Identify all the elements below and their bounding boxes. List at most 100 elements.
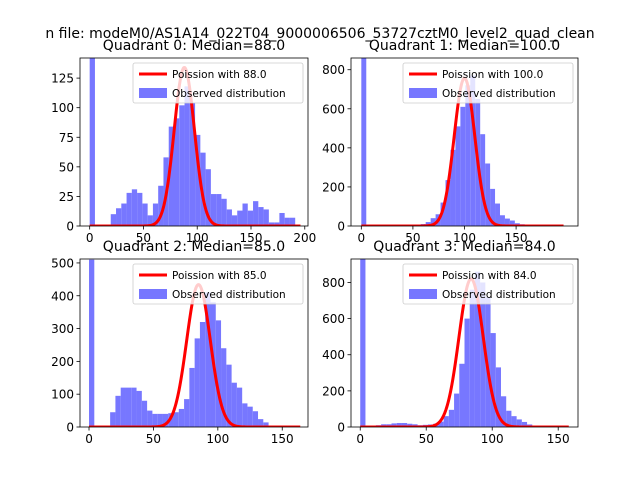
plot-area bbox=[360, 58, 565, 226]
chart-title: Quadrant 1: Median=100.0 bbox=[369, 38, 560, 54]
legend-hist-label: Observed distribution bbox=[442, 289, 556, 301]
histogram-bar bbox=[173, 412, 179, 427]
legend-line-label: Poission with 84.0 bbox=[442, 270, 537, 282]
histogram-bar bbox=[455, 126, 461, 226]
histogram-bar bbox=[205, 292, 211, 427]
histogram-bar bbox=[247, 210, 254, 226]
legend-box bbox=[132, 263, 304, 305]
legend: Poission with 100.0 Observed distribution bbox=[402, 62, 574, 104]
histogram-bar bbox=[189, 102, 196, 226]
histogram-bar bbox=[89, 58, 95, 226]
histogram-bar bbox=[184, 86, 190, 226]
histogram-bar bbox=[500, 396, 507, 427]
chart-quadrant-2: 0 50 100 150 0 100 200 300 400 500 Quadrant 2: Med… bbox=[51, 239, 309, 446]
histogram-bar bbox=[506, 410, 512, 427]
histogram-bar bbox=[516, 419, 522, 427]
histogram-bar bbox=[480, 134, 486, 226]
x-tick-label: 0 bbox=[356, 432, 364, 446]
axes-frame bbox=[79, 258, 309, 428]
x-tick-label: 150 bbox=[547, 432, 570, 446]
histogram-bar bbox=[391, 423, 397, 427]
chart-quadrant-3: 0 50 100 150 0 200 400 600 800 Quadrant 3: Median… bbox=[322, 239, 579, 446]
x-tick-label: 50 bbox=[419, 432, 434, 446]
histogram-bar bbox=[242, 203, 248, 226]
histogram-bar bbox=[438, 421, 444, 427]
histogram-bar bbox=[284, 217, 290, 226]
y-tick-label: 400 bbox=[51, 289, 74, 303]
y-tick-label: 300 bbox=[51, 322, 74, 336]
histogram-bar bbox=[480, 282, 486, 427]
legend-line-label: Poission with 85.0 bbox=[172, 270, 267, 282]
histogram-bar bbox=[142, 203, 148, 226]
histogram-bar bbox=[460, 106, 466, 226]
legend-line-label: Poission with 100.0 bbox=[442, 69, 543, 81]
histogram-bar bbox=[199, 322, 206, 427]
histogram-bar bbox=[252, 411, 259, 427]
histogram-bar bbox=[495, 367, 501, 427]
x-tick-label: 0 bbox=[85, 432, 93, 446]
histogram-bar bbox=[126, 192, 132, 226]
y-tick-label: 600 bbox=[322, 102, 345, 116]
histogram-bar bbox=[216, 194, 222, 226]
y-tick-label: 600 bbox=[322, 312, 345, 326]
x-tick-label: 150 bbox=[240, 231, 263, 245]
histogram-bar bbox=[445, 180, 451, 226]
histogram-bar bbox=[131, 387, 137, 427]
histogram-bar bbox=[495, 203, 500, 226]
histogram-bar bbox=[158, 185, 164, 226]
y-tick-label: 800 bbox=[322, 63, 345, 77]
histogram-bar bbox=[215, 320, 222, 427]
histogram-bar bbox=[470, 75, 476, 226]
histogram-bar bbox=[464, 318, 470, 427]
histogram-bar bbox=[258, 419, 264, 427]
y-tick-label: 400 bbox=[322, 348, 345, 362]
x-tick-label: 100 bbox=[206, 432, 229, 446]
histogram-bar bbox=[279, 212, 285, 226]
legend-hist-label: Observed distribution bbox=[442, 88, 556, 100]
histogram-bar bbox=[179, 105, 185, 226]
histogram-bar bbox=[509, 220, 515, 226]
histogram-bar bbox=[443, 416, 449, 427]
histogram-bar bbox=[178, 408, 185, 427]
histogram-bar bbox=[168, 126, 174, 226]
chart-title: Quadrant 3: Median=84.0 bbox=[373, 239, 555, 255]
y-tick-label: 100 bbox=[51, 101, 74, 115]
y-tick-label: 25 bbox=[59, 190, 74, 204]
y-tick-label: 100 bbox=[51, 388, 74, 402]
histogram-bar bbox=[448, 409, 455, 427]
histogram-bar bbox=[504, 218, 510, 226]
histogram-bar bbox=[110, 214, 117, 226]
x-tick-label: 150 bbox=[271, 432, 294, 446]
chart-title: Quadrant 0: Median=88.0 bbox=[103, 38, 285, 54]
histogram-bar bbox=[147, 410, 153, 427]
histogram-bar bbox=[465, 85, 471, 226]
histogram-bar bbox=[189, 367, 195, 427]
legend-hist-swatch bbox=[139, 289, 167, 299]
histogram-bar bbox=[459, 363, 465, 427]
histogram-bar bbox=[121, 203, 127, 226]
histogram-bar bbox=[485, 163, 491, 226]
x-tick-label: 50 bbox=[405, 231, 420, 245]
histogram-bar bbox=[147, 215, 153, 226]
histogram-bar bbox=[253, 201, 259, 226]
histogram-bar bbox=[242, 403, 248, 427]
legend-hist-swatch bbox=[409, 88, 437, 98]
figure-title: n file: modeM0/AS1A14_022T04_9000006506_… bbox=[45, 26, 594, 42]
poisson-curve bbox=[88, 65, 302, 226]
histogram-bar bbox=[110, 412, 116, 427]
x-tick-label: 50 bbox=[146, 432, 161, 446]
histogram-bar bbox=[236, 387, 243, 427]
histogram-bar bbox=[474, 271, 481, 427]
x-tick-label: 150 bbox=[505, 231, 528, 245]
histogram-bar bbox=[162, 413, 169, 427]
y-tick-label: 0 bbox=[66, 220, 74, 234]
histogram-bar bbox=[425, 222, 431, 226]
histogram-bar bbox=[89, 259, 95, 427]
histogram-bar bbox=[173, 118, 180, 226]
legend: Poission with 88.0 Observed distribution bbox=[132, 62, 304, 104]
histogram-bar bbox=[137, 192, 143, 226]
legend-box bbox=[402, 62, 574, 104]
y-tick-label: 200 bbox=[322, 384, 345, 398]
legend: Poission with 84.0 Observed distribution bbox=[402, 263, 574, 305]
histogram-bar bbox=[205, 169, 211, 226]
